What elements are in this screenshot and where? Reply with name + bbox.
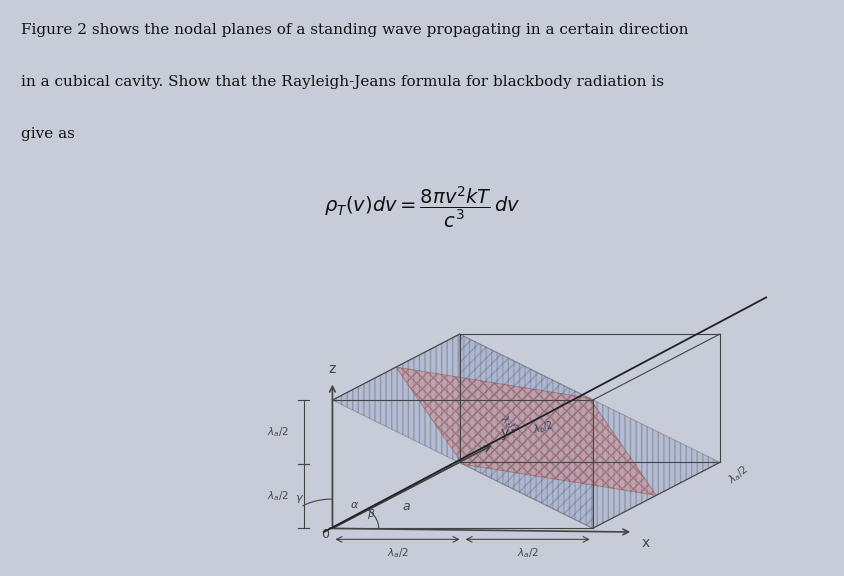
Text: $\lambda_a/2$: $\lambda_a/2$	[517, 546, 538, 560]
Polygon shape	[460, 334, 592, 528]
Text: $\lambda_a/2$: $\lambda_a/2$	[726, 463, 751, 487]
Text: $\gamma$: $\gamma$	[295, 493, 304, 505]
Text: $\rho_T(v)dv = \dfrac{8\pi v^2 kT}{c^3}\,dv$: $\rho_T(v)dv = \dfrac{8\pi v^2 kT}{c^3}\…	[323, 184, 521, 230]
Text: y: y	[500, 426, 508, 441]
Polygon shape	[396, 367, 657, 495]
Text: $\beta$: $\beta$	[367, 507, 376, 521]
Text: $\lambda_c/2$: $\lambda_c/2$	[497, 412, 521, 436]
Text: $\lambda_a/2$: $\lambda_a/2$	[267, 425, 289, 439]
Text: Figure 2 shows the nodal planes of a standing wave propagating in a certain dire: Figure 2 shows the nodal planes of a sta…	[21, 23, 689, 37]
Text: 0: 0	[321, 528, 329, 540]
Text: $a$: $a$	[402, 500, 411, 513]
Text: give as: give as	[21, 127, 75, 141]
Text: in a cubical cavity. Show that the Rayleigh-Jeans formula for blackbody radiatio: in a cubical cavity. Show that the Rayle…	[21, 75, 664, 89]
Text: $\lambda_a/2$: $\lambda_a/2$	[387, 546, 408, 560]
Text: z: z	[329, 362, 336, 376]
Polygon shape	[333, 334, 720, 528]
Text: x: x	[641, 536, 650, 550]
Text: $\alpha$: $\alpha$	[349, 500, 359, 510]
Text: $\lambda_b/2$: $\lambda_b/2$	[532, 418, 555, 437]
Text: $\lambda_a/2$: $\lambda_a/2$	[267, 490, 289, 503]
